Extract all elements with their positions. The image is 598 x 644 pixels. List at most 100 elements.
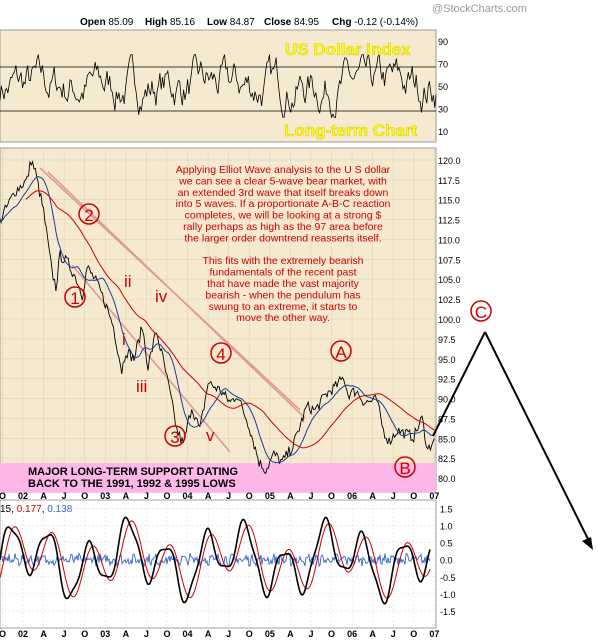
macd-panel: 1.5 1.0 0.5 0.0 -0.5 -1.0 -1.5 O 02 A J O 03 A J O 04 A J… bbox=[0, 499, 456, 639]
price-x-tick-label: O bbox=[328, 491, 335, 501]
macd-x-tick-label: O bbox=[0, 629, 6, 639]
price-line bbox=[0, 160, 435, 475]
wave-3-marker: 3 bbox=[164, 425, 186, 447]
price-y-axis: 80.0 82.5 85.0 87.5 90.0 92.5 95.0 97.5 100.0 102… bbox=[438, 156, 461, 484]
rsi-tick-label: 90 bbox=[438, 37, 448, 47]
low-label: Low bbox=[207, 17, 227, 28]
commentary-line: we can see a clear 5-wave bear market, w… bbox=[178, 175, 387, 187]
svg-text:C: C bbox=[475, 303, 487, 322]
price-tick-label: 120.0 bbox=[438, 156, 461, 166]
high-value: 85.16 bbox=[170, 17, 195, 28]
macd-x-tick-label: 07 bbox=[429, 629, 439, 639]
stockcharts-watermark: @StockCharts.com bbox=[432, 3, 527, 15]
price-tick-label: 112.5 bbox=[438, 216, 460, 226]
macd-tick-label: -0.5 bbox=[440, 573, 456, 583]
commentary-line: move the other way. bbox=[236, 312, 330, 324]
chg-label: Chg bbox=[332, 17, 351, 28]
macd-legend: 15, 0.177, 0.138 bbox=[0, 504, 73, 515]
macd-line bbox=[0, 516, 431, 605]
price-tick-label: 92.5 bbox=[438, 375, 456, 385]
price-x-tick-label: O bbox=[163, 491, 170, 501]
rsi-tick-label: 50 bbox=[438, 82, 448, 92]
svg-text:Low 84.87: Low 84.87 bbox=[207, 17, 255, 28]
price-x-tick-label: 04 bbox=[183, 491, 193, 501]
price-x-tick-label: A bbox=[369, 491, 376, 501]
svg-text:2: 2 bbox=[84, 206, 93, 225]
svg-text:Open 85.09: Open 85.09 bbox=[80, 17, 134, 28]
moving-average-long bbox=[25, 190, 435, 449]
macd-tick-label: 0.0 bbox=[440, 556, 453, 566]
price-x-tick-label: J bbox=[226, 491, 231, 501]
macd-x-tick-label: J bbox=[144, 629, 149, 639]
macd-tick-label: 1.5 bbox=[440, 505, 453, 515]
macd-x-tick-label: O bbox=[328, 629, 335, 639]
chg-value: -0.12 (-0.14%) bbox=[354, 17, 418, 28]
price-x-tick-label: J bbox=[391, 491, 396, 501]
price-tick-label: 87.5 bbox=[438, 414, 456, 424]
macd-legend-value-1: 0.177 bbox=[17, 504, 42, 515]
projection-up-arrow bbox=[432, 331, 486, 437]
macd-tick-label: 0.5 bbox=[440, 539, 453, 549]
price-tick-label: 97.5 bbox=[438, 335, 456, 345]
sub-wave-v: v bbox=[206, 426, 215, 445]
rsi-tick-label: 30 bbox=[438, 104, 448, 114]
commentary-line: fundamentals of the recent past bbox=[209, 267, 356, 279]
macd-x-tick-label: A bbox=[287, 629, 294, 639]
macd-x-tick-label: J bbox=[226, 629, 231, 639]
commentary-line: bearish - when the pendulum has bbox=[205, 289, 360, 301]
svg-text:B: B bbox=[399, 459, 410, 478]
macd-x-tick-label: J bbox=[308, 629, 313, 639]
rsi-line bbox=[0, 53, 437, 119]
macd-x-tick-label: A bbox=[40, 629, 47, 639]
price-x-tick-label: A bbox=[40, 491, 47, 501]
sub-wave-i: i bbox=[122, 330, 126, 349]
macd-x-tick-label: A bbox=[123, 629, 130, 639]
svg-text:A: A bbox=[335, 343, 347, 362]
svg-text:Chg -0.12 (-0.14%): Chg -0.12 (-0.14%) bbox=[332, 17, 418, 28]
moving-average-short bbox=[0, 176, 435, 464]
commentary-line: that have made the vast majority bbox=[207, 278, 359, 290]
low-value: 84.87 bbox=[230, 17, 255, 28]
macd-x-tick-label: O bbox=[246, 629, 253, 639]
rsi-panel: US Dollar Index Long-term Chart 10 30 50 70… bbox=[0, 29, 448, 143]
price-panel: MAJOR LONG-TERM SUPPORT DATING BACK TO T… bbox=[0, 147, 461, 522]
svg-text:Close 84.95: Close 84.95 bbox=[264, 17, 319, 28]
price-x-tick-label: A bbox=[287, 491, 294, 501]
wave-labels: 1 2 3 4 5 A B i ii iii iv v bbox=[64, 203, 416, 522]
close-value: 84.95 bbox=[294, 17, 319, 28]
price-tick-label: 95.0 bbox=[438, 355, 456, 365]
svg-text:1: 1 bbox=[70, 289, 79, 308]
price-x-tick-label: 03 bbox=[100, 491, 110, 501]
price-x-axis: O 02 A J O 03 A J O 04 A J O 05 A J O 06 A J O 07 bbox=[0, 491, 439, 501]
support-label-line-1: MAJOR LONG-TERM SUPPORT DATING bbox=[28, 466, 238, 478]
price-x-tick-label: O bbox=[81, 491, 88, 501]
macd-tick-label: 1.0 bbox=[440, 522, 453, 532]
support-label-line-2: BACK TO THE 1991, 1992 & 1995 LOWS bbox=[28, 478, 236, 490]
price-x-tick-label: A bbox=[123, 491, 130, 501]
macd-legend-value-2: 0.138 bbox=[47, 504, 72, 515]
price-x-tick-label: 07 bbox=[429, 491, 439, 501]
macd-x-axis: O 02 A J O 03 A J O 04 A J O 05 A J O 06 A J O 07 bbox=[0, 629, 439, 639]
price-x-tick-label: O bbox=[246, 491, 253, 501]
wave-c-marker: C bbox=[470, 300, 492, 322]
rsi-tick-label: 10 bbox=[438, 127, 448, 137]
macd-x-tick-label: O bbox=[410, 629, 417, 639]
rsi-tick-label: 70 bbox=[438, 60, 448, 70]
price-tick-label: 105.0 bbox=[438, 275, 461, 285]
price-x-tick-label: 06 bbox=[347, 491, 357, 501]
macd-x-tick-label: J bbox=[391, 629, 396, 639]
price-tick-label: 107.5 bbox=[438, 255, 461, 265]
macd-legend-period: 15 bbox=[0, 504, 12, 515]
price-tick-label: 115.0 bbox=[438, 196, 460, 206]
price-tick-label: 85.0 bbox=[438, 434, 456, 444]
price-tick-label: 80.0 bbox=[438, 474, 456, 484]
macd-signal-line bbox=[0, 552, 431, 568]
rsi-panel-bg bbox=[0, 29, 437, 143]
macd-x-tick-label: 05 bbox=[265, 629, 275, 639]
chart-subtitle: Long-term Chart bbox=[284, 121, 418, 140]
price-tick-label: 90.0 bbox=[438, 395, 456, 405]
macd-x-tick-label: 03 bbox=[100, 629, 110, 639]
wave-1-marker: 1 bbox=[64, 286, 86, 308]
macd-x-tick-label: 04 bbox=[183, 629, 193, 639]
